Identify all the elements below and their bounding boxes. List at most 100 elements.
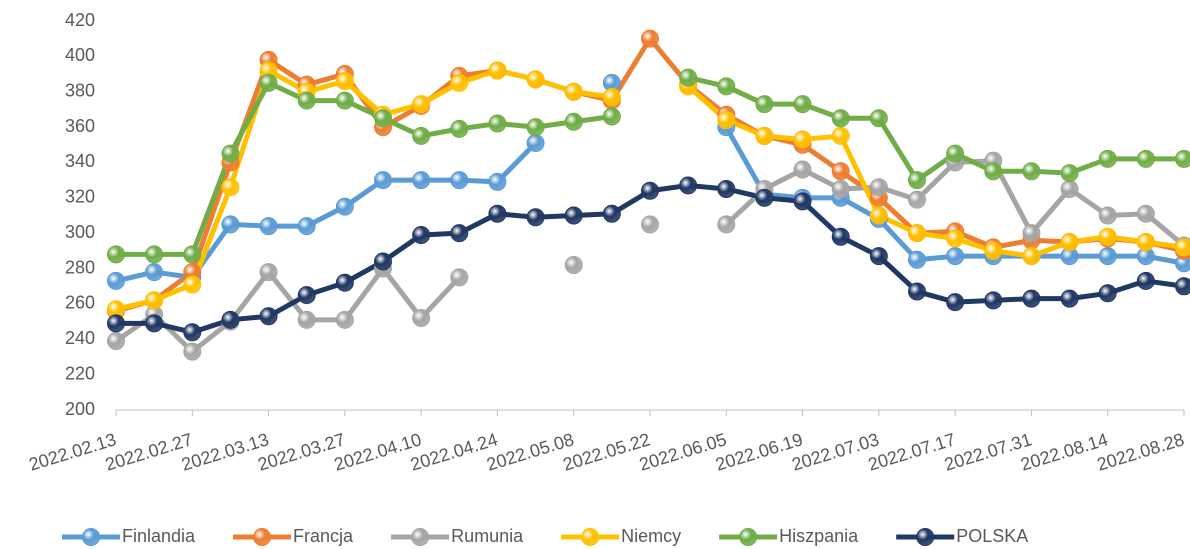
data-point <box>488 114 507 133</box>
legend-marker <box>581 528 600 546</box>
y-tick-label: 260 <box>65 293 95 313</box>
y-tick-label: 380 <box>65 80 95 100</box>
x-tick-label: 2022.07.17 <box>866 429 958 474</box>
x-tick-label: 2022.07.03 <box>789 429 881 474</box>
y-tick-label: 220 <box>65 363 95 383</box>
data-point <box>450 268 469 287</box>
data-point <box>831 109 850 128</box>
data-point <box>335 72 354 91</box>
x-tick-label: 2022.04.10 <box>332 429 424 474</box>
data-point <box>450 224 469 243</box>
x-tick-label: 2022.03.13 <box>179 429 271 474</box>
x-tick-label: 2022.05.22 <box>561 429 653 474</box>
data-point <box>602 107 621 126</box>
legend-label: Niemcy <box>621 526 681 546</box>
y-tick-label: 300 <box>65 222 95 242</box>
x-tick-label: 2022.03.27 <box>255 429 347 474</box>
legend-label: Hiszpania <box>779 526 859 546</box>
data-point <box>145 291 164 310</box>
data-point <box>221 178 240 197</box>
data-point <box>107 245 125 264</box>
data-point <box>1175 238 1190 257</box>
legend-label: POLSKA <box>956 526 1028 546</box>
data-point <box>526 134 545 153</box>
data-point <box>1098 284 1117 303</box>
data-point <box>908 250 926 269</box>
data-point <box>946 247 965 266</box>
data-point <box>1098 206 1117 225</box>
data-point <box>564 82 583 101</box>
data-point <box>641 215 659 234</box>
data-point <box>984 162 1003 181</box>
data-point <box>450 73 469 92</box>
y-tick-label: 340 <box>65 151 95 171</box>
x-tick-label: 2022.08.28 <box>1095 429 1187 474</box>
data-point <box>374 109 392 128</box>
data-point <box>526 208 545 227</box>
data-point <box>908 224 926 243</box>
data-point <box>869 178 888 197</box>
data-point <box>259 263 278 282</box>
x-tick-label: 2022.02.13 <box>27 429 119 474</box>
data-point <box>1136 149 1155 168</box>
data-point <box>183 342 202 361</box>
data-point <box>831 162 850 181</box>
x-tick-label: 2022.07.31 <box>942 429 1034 474</box>
data-point <box>1060 179 1079 198</box>
x-tick-label: 2022.02.27 <box>103 429 195 474</box>
data-point <box>488 204 507 223</box>
legend-marker <box>253 528 272 546</box>
data-point <box>259 73 278 92</box>
data-point <box>297 310 316 329</box>
y-tick-label: 200 <box>65 399 95 419</box>
legend-marker <box>916 528 935 546</box>
data-point <box>183 275 202 294</box>
data-point <box>717 77 736 96</box>
data-point <box>908 171 926 190</box>
data-point <box>221 144 240 163</box>
data-point <box>831 179 850 198</box>
data-point <box>412 171 431 190</box>
data-point <box>793 130 812 149</box>
data-point <box>679 176 698 195</box>
data-point <box>1136 204 1155 223</box>
y-tick-label: 400 <box>65 45 95 65</box>
data-point <box>526 118 545 137</box>
data-point <box>107 271 125 290</box>
legend-label: Francja <box>293 526 354 546</box>
x-tick-label: 2022.05.08 <box>484 429 576 474</box>
data-point <box>450 119 469 138</box>
data-point <box>412 95 431 114</box>
data-point <box>984 291 1003 310</box>
data-point <box>297 217 316 236</box>
data-point <box>1136 233 1155 252</box>
legend-label: Finlandia <box>122 526 196 546</box>
data-point <box>869 247 888 266</box>
legend-marker <box>739 528 758 546</box>
data-point <box>412 225 431 244</box>
y-tick-label: 280 <box>65 257 95 277</box>
data-point <box>1098 149 1117 168</box>
data-point <box>1098 227 1117 246</box>
data-point <box>145 263 164 282</box>
y-tick-label: 360 <box>65 116 95 136</box>
data-point <box>717 179 736 198</box>
data-point <box>984 241 1003 260</box>
x-tick-label: 2022.08.14 <box>1018 429 1110 474</box>
data-point <box>221 215 240 234</box>
data-point <box>1022 289 1041 308</box>
data-point <box>145 245 164 264</box>
data-point <box>412 309 431 328</box>
y-tick-label: 420 <box>65 10 95 30</box>
legend-marker <box>411 528 430 546</box>
data-point <box>107 332 125 351</box>
y-tick-label: 320 <box>65 187 95 207</box>
legend-label: Rumunia <box>451 526 524 546</box>
data-point <box>221 310 240 329</box>
data-point <box>564 256 583 275</box>
data-point <box>335 273 354 292</box>
data-point <box>1175 277 1190 296</box>
data-point <box>1022 162 1041 181</box>
